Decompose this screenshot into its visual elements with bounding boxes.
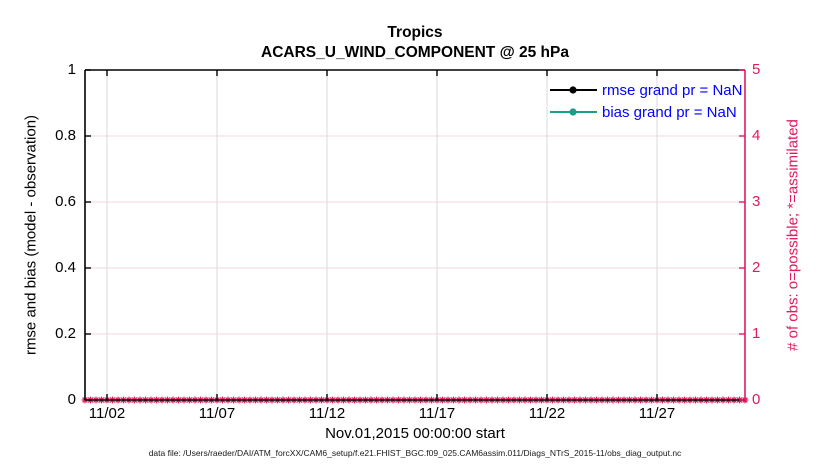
legend-entry-bias: bias grand pr = NaN [549, 101, 742, 123]
plot-title-region: Tropics [387, 24, 443, 41]
left-y-tick-label: 0.8 [55, 127, 76, 144]
left-y-tick-label: 0 [67, 391, 76, 408]
left-y-axis-label: rmse and bias (model - observation) [22, 114, 40, 356]
rmse-line-marker-icon [550, 86, 597, 94]
x-axis-label: Nov.01,2015 00:00:00 start [325, 425, 505, 442]
x-tick-label: 11/27 [638, 405, 676, 422]
right-y-tick-label: 1 [752, 325, 761, 342]
legend-entry-rmse: rmse grand pr = NaN [549, 79, 742, 101]
right-y-tick-label: 0 [752, 391, 761, 408]
x-tick-label: 11/17 [418, 405, 456, 422]
right-y-tick-label: 3 [752, 193, 761, 210]
x-tick-label: 11/12 [308, 405, 346, 422]
data-file-path: data file: /Users/raeder/DAI/ATM_forcXX/… [148, 448, 682, 458]
right-y-tick-label: 2 [752, 259, 761, 276]
left-y-tick-label: 1 [67, 61, 76, 78]
left-y-tick-label: 0.2 [55, 325, 76, 342]
legend: rmse grand pr = NaN bias grand pr = NaN [549, 79, 742, 123]
x-tick-label: 11/07 [198, 405, 236, 422]
left-y-tick-label: 0.4 [55, 259, 76, 276]
x-tick-label: 11/02 [88, 405, 126, 422]
right-y-axis-label: # of obs: o=possible; *=assimilated [784, 119, 802, 351]
plot-title: Tropics ACARS_U_WIND_COMPONENT @ 25 hPa [0, 23, 830, 63]
plot-title-variable: ACARS_U_WIND_COMPONENT @ 25 hPa [261, 44, 569, 61]
bias-line-marker-icon [550, 108, 597, 116]
right-y-tick-label: 4 [752, 127, 761, 144]
legend-label-bias: bias grand pr = NaN [602, 103, 737, 121]
legend-label-rmse: rmse grand pr = NaN [602, 81, 743, 99]
left-y-tick-label: 0.6 [55, 193, 76, 210]
right-y-tick-label: 5 [752, 61, 761, 78]
x-tick-label: 11/22 [528, 405, 566, 422]
